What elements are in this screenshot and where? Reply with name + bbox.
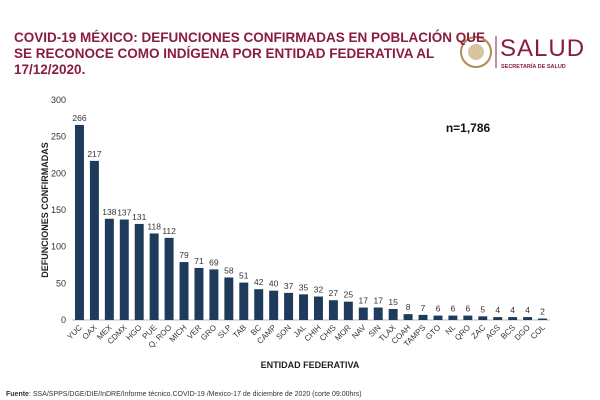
bar	[358, 307, 368, 320]
bar	[284, 292, 294, 320]
value-label: 15	[388, 297, 398, 307]
value-label: 2	[540, 307, 545, 317]
emblem	[460, 36, 492, 68]
bar	[493, 317, 503, 320]
bar	[433, 315, 443, 320]
value-label: 7	[421, 303, 426, 313]
source-text: : SSA/SPPS/DGE/DIE/InDRE/Informe técnico…	[29, 391, 362, 398]
bar	[448, 315, 458, 320]
value-label: 217	[87, 149, 101, 159]
value-label: 35	[299, 282, 309, 292]
value-label: 71	[194, 256, 204, 266]
y-tick-label: 200	[51, 168, 66, 178]
value-label: 4	[510, 305, 515, 315]
y-tick-label: 50	[56, 278, 66, 288]
bar	[239, 282, 249, 320]
value-label: 27	[329, 288, 339, 298]
logo-subtext: SECRETARÍA DE SALUD	[501, 62, 566, 70]
value-label: 51	[239, 271, 249, 281]
value-label: 131	[132, 212, 146, 222]
y-tick-label: 150	[51, 205, 66, 215]
value-label: 17	[373, 296, 383, 306]
bar	[194, 267, 204, 320]
logo: SALUD SECRETARÍA DE SALUD	[460, 35, 585, 70]
value-label: 25	[344, 290, 354, 300]
chart-title: COVID-19 MÉXICO: DEFUNCIONES CONFIRMADAS…	[14, 30, 485, 45]
y-tick-label: 300	[51, 95, 66, 105]
bar	[224, 277, 234, 320]
y-axis-label: DEFUNCIONES CONFIRMADAS	[40, 142, 50, 278]
bar	[463, 315, 473, 320]
bar	[343, 301, 353, 320]
bar	[74, 124, 84, 320]
bar	[388, 309, 398, 320]
bar	[149, 233, 159, 320]
annotation: n=1,786	[446, 121, 491, 135]
y-tick-label: 0	[61, 315, 66, 325]
bar	[134, 223, 144, 320]
value-label: 8	[406, 302, 411, 312]
bar	[523, 317, 533, 320]
bar	[269, 290, 279, 320]
bar	[538, 318, 548, 320]
value-label: 32	[314, 285, 324, 295]
source-label: Fuente	[6, 391, 29, 398]
emblem-core	[468, 44, 484, 60]
value-label: 4	[495, 305, 500, 315]
value-label: 17	[359, 296, 369, 306]
bar	[179, 262, 189, 320]
value-label: 6	[451, 304, 456, 314]
logo-text: SALUD	[500, 35, 585, 62]
chart-title: 17/12/2020.	[14, 62, 85, 77]
value-label: 118	[147, 221, 161, 231]
value-label: 112	[162, 226, 176, 236]
value-label: 40	[269, 279, 279, 289]
bar	[104, 218, 114, 320]
source: Fuente: SSA/SPPS/DGE/DIE/InDRE/Informe t…	[6, 391, 362, 398]
chart-title: SE RECONOCE COMO INDÍGENA POR ENTIDAD FE…	[14, 46, 434, 61]
y-tick-label: 250	[51, 132, 66, 142]
value-label: 42	[254, 277, 264, 287]
value-label: 6	[465, 304, 470, 314]
bar	[403, 314, 413, 320]
bar	[254, 289, 264, 320]
bar	[508, 317, 518, 320]
value-label: 58	[224, 265, 234, 275]
bar	[164, 237, 174, 320]
value-label: 137	[117, 208, 131, 218]
value-label: 69	[209, 257, 219, 267]
value-label: 79	[179, 250, 189, 260]
bar	[418, 314, 428, 320]
bar	[119, 219, 129, 320]
value-label: 4	[525, 305, 530, 315]
value-label: 138	[102, 207, 116, 217]
bar	[478, 316, 488, 320]
x-axis-label: ENTIDAD FEDERATIVA	[261, 360, 360, 370]
value-label: 5	[480, 304, 485, 314]
value-label: 37	[284, 281, 294, 291]
bar	[89, 160, 99, 320]
bar	[299, 294, 309, 320]
value-label: 266	[72, 113, 86, 123]
bar	[313, 296, 323, 320]
bar	[209, 269, 219, 320]
value-label: 6	[436, 304, 441, 314]
y-tick-label: 100	[51, 242, 66, 252]
bar	[373, 307, 383, 320]
bar	[328, 300, 338, 320]
